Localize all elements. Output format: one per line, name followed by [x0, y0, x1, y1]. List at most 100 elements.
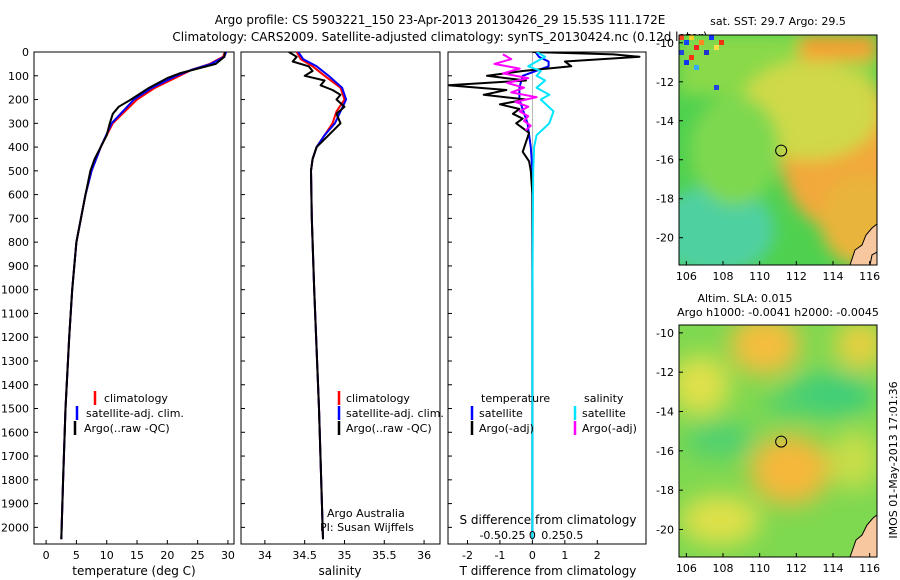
depth-tick-label: 1200 [1, 331, 29, 344]
map-y-tick-label: -16 [656, 154, 674, 167]
difference-legend: temperature salinity satellite Argo(-adj… [470, 392, 637, 435]
map-x-tick-label: 108 [713, 270, 734, 283]
depth-tick-label: 800 [8, 236, 29, 249]
series-satellite-line [60, 52, 228, 540]
s-tick-label: -0.5 [479, 529, 500, 542]
sla-map-frame [678, 324, 878, 558]
sla-map [679, 325, 877, 557]
sst-map-axes: 106 108 110 112 114 116 -10 -12 -14 -16 -18 -20 [656, 37, 880, 283]
series-s-argo-line [493, 53, 538, 132]
series-s-satellite-line [527, 52, 555, 540]
map-y-tick-label: -10 [656, 37, 674, 50]
s-tick-label: 0.5 [566, 529, 584, 542]
map-x-tick-label: 108 [713, 562, 734, 575]
s-tick-label: -0.25 [497, 529, 525, 542]
salinity-legend: climatology satellite-adj. clim. Argo(..… [320, 391, 444, 534]
map-x-tick-label: 112 [786, 562, 807, 575]
series-t-argo-line [448, 52, 641, 540]
legend-label-argo: Argo(..raw -QC) [84, 422, 170, 435]
depth-tick-label: 300 [8, 117, 29, 130]
depth-tick-label: 2000 [1, 521, 29, 534]
legend-label-climatology: climatology [104, 392, 168, 405]
depth-tick-label: 1400 [1, 379, 29, 392]
temperature-legend: climatology satellite-adj. clim. Argo(..… [73, 391, 184, 435]
legend-label-argo: Argo(..raw -QC) [346, 422, 432, 435]
series-climatology-line [60, 52, 226, 540]
temperature-profile-plot [60, 52, 228, 540]
x-tick-label: 25 [191, 549, 205, 562]
sst-map-frame [678, 34, 878, 266]
legend-label-s-satellite: satellite [582, 407, 626, 420]
depth-tick-label: 1100 [1, 307, 29, 320]
salinity-x-label: salinity [318, 564, 361, 578]
depth-axis: 0 100 200 300 400 500 600 700 800 900 1000 1100 1200… [1, 46, 452, 534]
sst-map-title: sat. SST: 29.7 Argo: 29.5 [710, 15, 846, 28]
legend-label-t-satellite: satellite [479, 407, 523, 420]
x-tick-label: 34.5 [292, 549, 317, 562]
sla-map-subtitle: Argo h1000: -0.0041 h2000: -0.0045 [677, 306, 879, 319]
s-tick-label: 0.25 [541, 529, 566, 542]
map-x-tick-label: 110 [749, 562, 770, 575]
legend-label-climatology: climatology [346, 392, 410, 405]
temperature-plot-frame [33, 51, 235, 545]
sst-map [679, 35, 877, 265]
x-tick-label: 20 [160, 549, 174, 562]
annotation-argo-australia: Argo Australia [327, 507, 405, 520]
s-tick-label: 0 [529, 529, 536, 542]
imos-timestamp: IMOS 01-May-2013 17:01:36 [887, 381, 900, 538]
map-y-tick-label: -10 [656, 327, 674, 340]
depth-tick-label: 1000 [1, 284, 29, 297]
legend-header-salinity: salinity [584, 392, 624, 405]
map-x-tick-label: 114 [823, 270, 844, 283]
depth-tick-label: 700 [8, 212, 29, 225]
map-x-tick-label: 116 [859, 562, 880, 575]
map-x-tick-label: 106 [676, 562, 697, 575]
x-tick-label: 0 [529, 549, 536, 562]
legend-label-satellite: satellite-adj. clim. [346, 407, 444, 420]
map-y-tick-label: -14 [656, 406, 674, 419]
depth-tick-label: 100 [8, 70, 29, 83]
sla-map-axes: 106 108 110 112 114 116 -10 -12 -14 -16 -18 -20 [656, 327, 880, 575]
title-line-1: Argo profile: CS 5903221_150 23-Apr-2013… [215, 13, 666, 27]
depth-tick-label: 200 [8, 94, 29, 107]
difference-profile-plot [448, 52, 641, 544]
argo-location-marker [775, 144, 788, 157]
depth-tick-label: 1300 [1, 355, 29, 368]
depth-tick-label: 400 [8, 141, 29, 154]
salinity-x-axis: 34 34.5 35 35.5 36 [258, 540, 431, 562]
temperature-x-label: temperature (deg C) [72, 564, 195, 578]
map-y-tick-label: -16 [656, 445, 674, 458]
difference-x-axis: -2 -1 0 1 2 [462, 540, 601, 562]
legend-label-satellite: satellite-adj. clim. [86, 407, 184, 420]
depth-tick-label: 1900 [1, 498, 29, 511]
x-tick-label: 5 [73, 549, 80, 562]
depth-tick-label: 600 [8, 189, 29, 202]
s-difference-ticks: -0.5-0.25 0 0.25 0.5 [479, 529, 583, 542]
annotation-pi: PI: Susan Wijffels [320, 521, 414, 534]
depth-tick-label: 1700 [1, 450, 29, 463]
x-tick-label: 34 [258, 549, 272, 562]
series-argo-line [60, 52, 226, 540]
series-argo-line [288, 52, 346, 540]
x-tick-label: 35.5 [372, 549, 397, 562]
map-y-tick-label: -14 [656, 115, 674, 128]
salinity-plot-frame [240, 51, 441, 545]
map-x-tick-label: 114 [823, 562, 844, 575]
map-x-tick-label: 106 [676, 270, 697, 283]
t-difference-x-label: T difference from climatology [459, 564, 637, 578]
legend-label-t-argo: Argo(-adj) [479, 422, 534, 435]
sla-map-title: Altim. SLA: 0.015 [697, 292, 792, 305]
map-y-tick-label: -12 [656, 366, 674, 379]
depth-tick-label: 500 [8, 165, 29, 178]
map-y-tick-label: -20 [656, 232, 674, 245]
depth-tick-label: 0 [22, 46, 29, 59]
depth-tick-label: 1500 [1, 403, 29, 416]
map-x-tick-label: 112 [786, 270, 807, 283]
map-y-tick-label: -20 [656, 523, 674, 536]
x-tick-label: 2 [594, 549, 601, 562]
x-tick-label: 30 [221, 549, 235, 562]
map-y-tick-label: -18 [656, 193, 674, 206]
title-line-2: Climatology: CARS2009. Satellite-adjuste… [172, 30, 707, 44]
argo-location-marker [775, 435, 788, 448]
